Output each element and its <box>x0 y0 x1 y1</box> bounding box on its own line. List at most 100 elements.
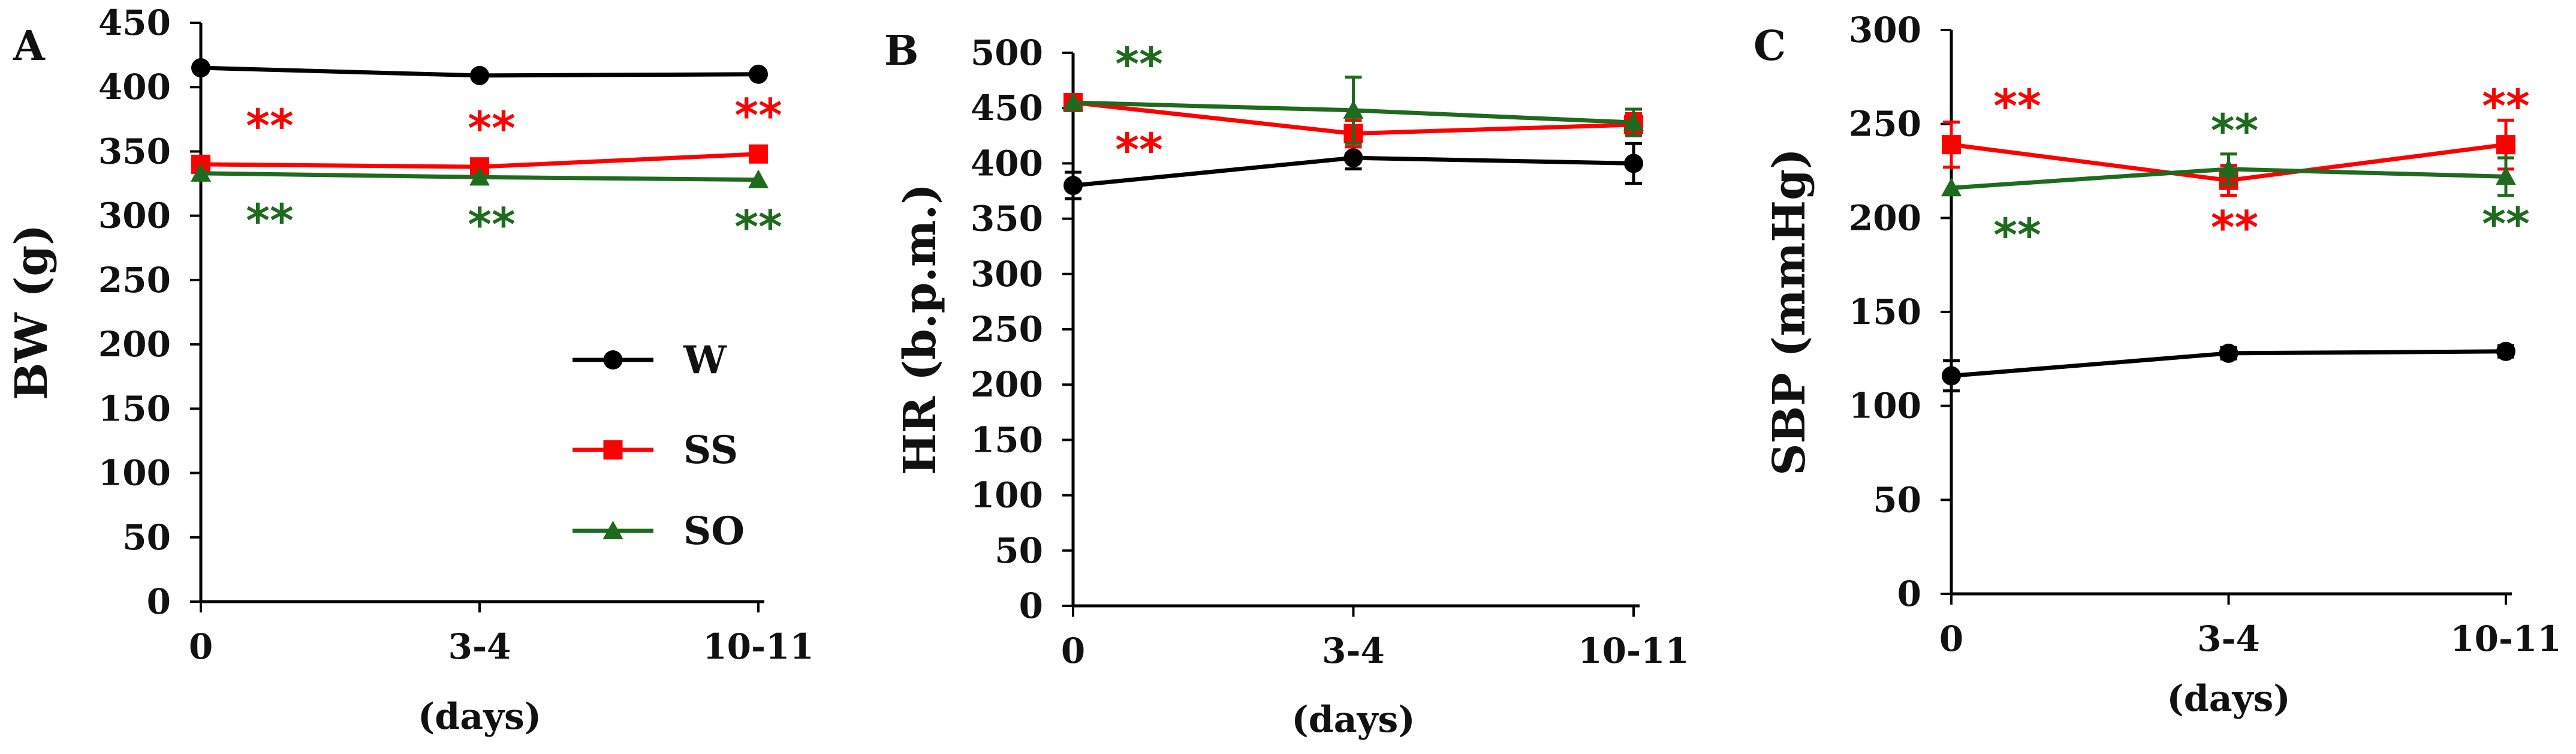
y-tick-label: 100 <box>98 453 171 494</box>
data-point <box>2496 135 2515 155</box>
panel-label: C <box>1754 22 1786 70</box>
x-tick-label: 3-4 <box>2197 618 2260 659</box>
y-tick-label: 400 <box>971 143 1043 184</box>
data-point <box>1942 366 1961 386</box>
significance-marker: ** <box>468 197 516 251</box>
y-tick-label: 350 <box>98 131 171 172</box>
x-axis-title: (days) <box>1291 699 1415 741</box>
y-tick-label: 250 <box>971 309 1043 350</box>
y-tick-label: 100 <box>971 475 1043 516</box>
y-tick-label: 0 <box>1897 573 1921 614</box>
y-tick-label: 300 <box>98 196 171 236</box>
significance-marker: ** <box>1993 208 2041 262</box>
y-tick-label: 200 <box>1849 197 1921 238</box>
significance-marker: ** <box>2211 201 2259 254</box>
data-point <box>1063 176 1083 196</box>
x-tick-label: 0 <box>1939 618 1963 659</box>
data-point <box>748 169 769 188</box>
data-point <box>1623 112 1644 131</box>
panel-c: C 0 50 100 150 200 250 300 0 3-4 10-11 SBP (mmHg) (d… <box>1754 10 2562 720</box>
legend-entry-w: W <box>573 338 727 383</box>
y-tick-label: 0 <box>147 581 171 622</box>
y-tick-label: 300 <box>971 254 1043 295</box>
x-axis-title: (days) <box>2167 678 2290 720</box>
significance-marker: ** <box>734 89 782 142</box>
data-point <box>1343 148 1363 168</box>
legend-entry-so: SO <box>573 509 745 554</box>
data-point <box>470 65 489 85</box>
legend-marker <box>602 521 623 539</box>
legend-entry-ss: SS <box>573 428 738 473</box>
y-tick-label: 400 <box>98 67 171 107</box>
y-tick-label: 250 <box>1849 104 1921 145</box>
y-tick-label: 500 <box>971 32 1043 73</box>
y-tick-label: 350 <box>971 199 1043 239</box>
panel-b: B 0 50 100 150 200 250 300 350 400 450 500 0 3-4 10-11… <box>884 27 1689 741</box>
x-tick-label: 0 <box>1061 630 1085 671</box>
significance-marker: ** <box>2482 79 2530 133</box>
y-tick-label: 50 <box>1873 479 1921 520</box>
y-tick-label: 150 <box>971 419 1043 460</box>
legend-marker <box>603 350 623 370</box>
significance-marker: ** <box>246 194 294 247</box>
data-point <box>2219 343 2238 363</box>
significance-marker: ** <box>2211 104 2259 157</box>
y-axis-title: HR (b.p.m.) <box>894 184 946 475</box>
panel-label: B <box>884 27 918 75</box>
data-point <box>1343 100 1364 119</box>
series-so <box>1063 76 1644 145</box>
data-point <box>1624 154 1643 173</box>
y-axis-title: BW (g) <box>6 224 58 400</box>
y-axis-title: SBP (mmHg) <box>1764 148 1815 476</box>
significance-marker: ** <box>1993 79 2041 133</box>
significance-marker: ** <box>734 200 782 254</box>
series-w <box>1063 142 1643 200</box>
x-tick-label: 3-4 <box>448 626 511 667</box>
significance-marker: ** <box>468 101 516 155</box>
x-tick-label: 10-11 <box>703 626 814 667</box>
significance-marker: ** <box>2482 197 2530 250</box>
y-tick-label: 150 <box>1849 292 1921 332</box>
legend-marker <box>603 440 623 459</box>
series-w <box>191 58 768 85</box>
legend-label: W <box>683 338 727 383</box>
significance-marker: ** <box>246 99 294 152</box>
data-point <box>1942 135 1961 155</box>
series-so <box>191 163 769 188</box>
x-tick-label: 3-4 <box>1322 630 1385 671</box>
legend-label: SO <box>683 509 745 554</box>
significance-marker: ** <box>1115 37 1163 91</box>
legend-label: SS <box>683 428 738 473</box>
data-point <box>2218 158 2239 178</box>
y-tick-label: 50 <box>122 517 171 558</box>
y-tick-label: 450 <box>98 2 171 43</box>
data-point <box>749 144 768 164</box>
y-tick-label: 50 <box>995 530 1043 571</box>
y-tick-label: 450 <box>971 88 1043 128</box>
data-point <box>1941 178 1962 197</box>
panel-a: A 0 50 100 150 200 250 300 350 400 450 0 3-4 10-11 BW … <box>6 2 814 738</box>
y-tick-label: 300 <box>1849 10 1921 50</box>
data-point <box>469 167 490 186</box>
data-point <box>2496 341 2515 361</box>
x-tick-label: 10-11 <box>1578 630 1689 671</box>
y-tick-label: 100 <box>1849 386 1921 426</box>
data-point <box>749 64 768 84</box>
data-point <box>2496 166 2516 185</box>
y-tick-label: 0 <box>1019 585 1043 626</box>
x-axis-title: (days) <box>418 696 541 738</box>
x-tick-label: 10-11 <box>2450 618 2562 659</box>
data-point <box>1063 92 1083 111</box>
y-tick-label: 250 <box>98 260 171 301</box>
data-point <box>191 58 210 78</box>
series-so <box>1941 152 2516 197</box>
panel-label: A <box>13 22 46 70</box>
series-w <box>1942 341 2515 393</box>
y-tick-label: 200 <box>971 364 1043 405</box>
significance-marker: ** <box>1115 123 1163 176</box>
y-tick-label: 150 <box>98 388 171 429</box>
data-point <box>191 163 211 182</box>
x-tick-label: 0 <box>189 626 213 667</box>
y-tick-label: 200 <box>98 324 171 365</box>
